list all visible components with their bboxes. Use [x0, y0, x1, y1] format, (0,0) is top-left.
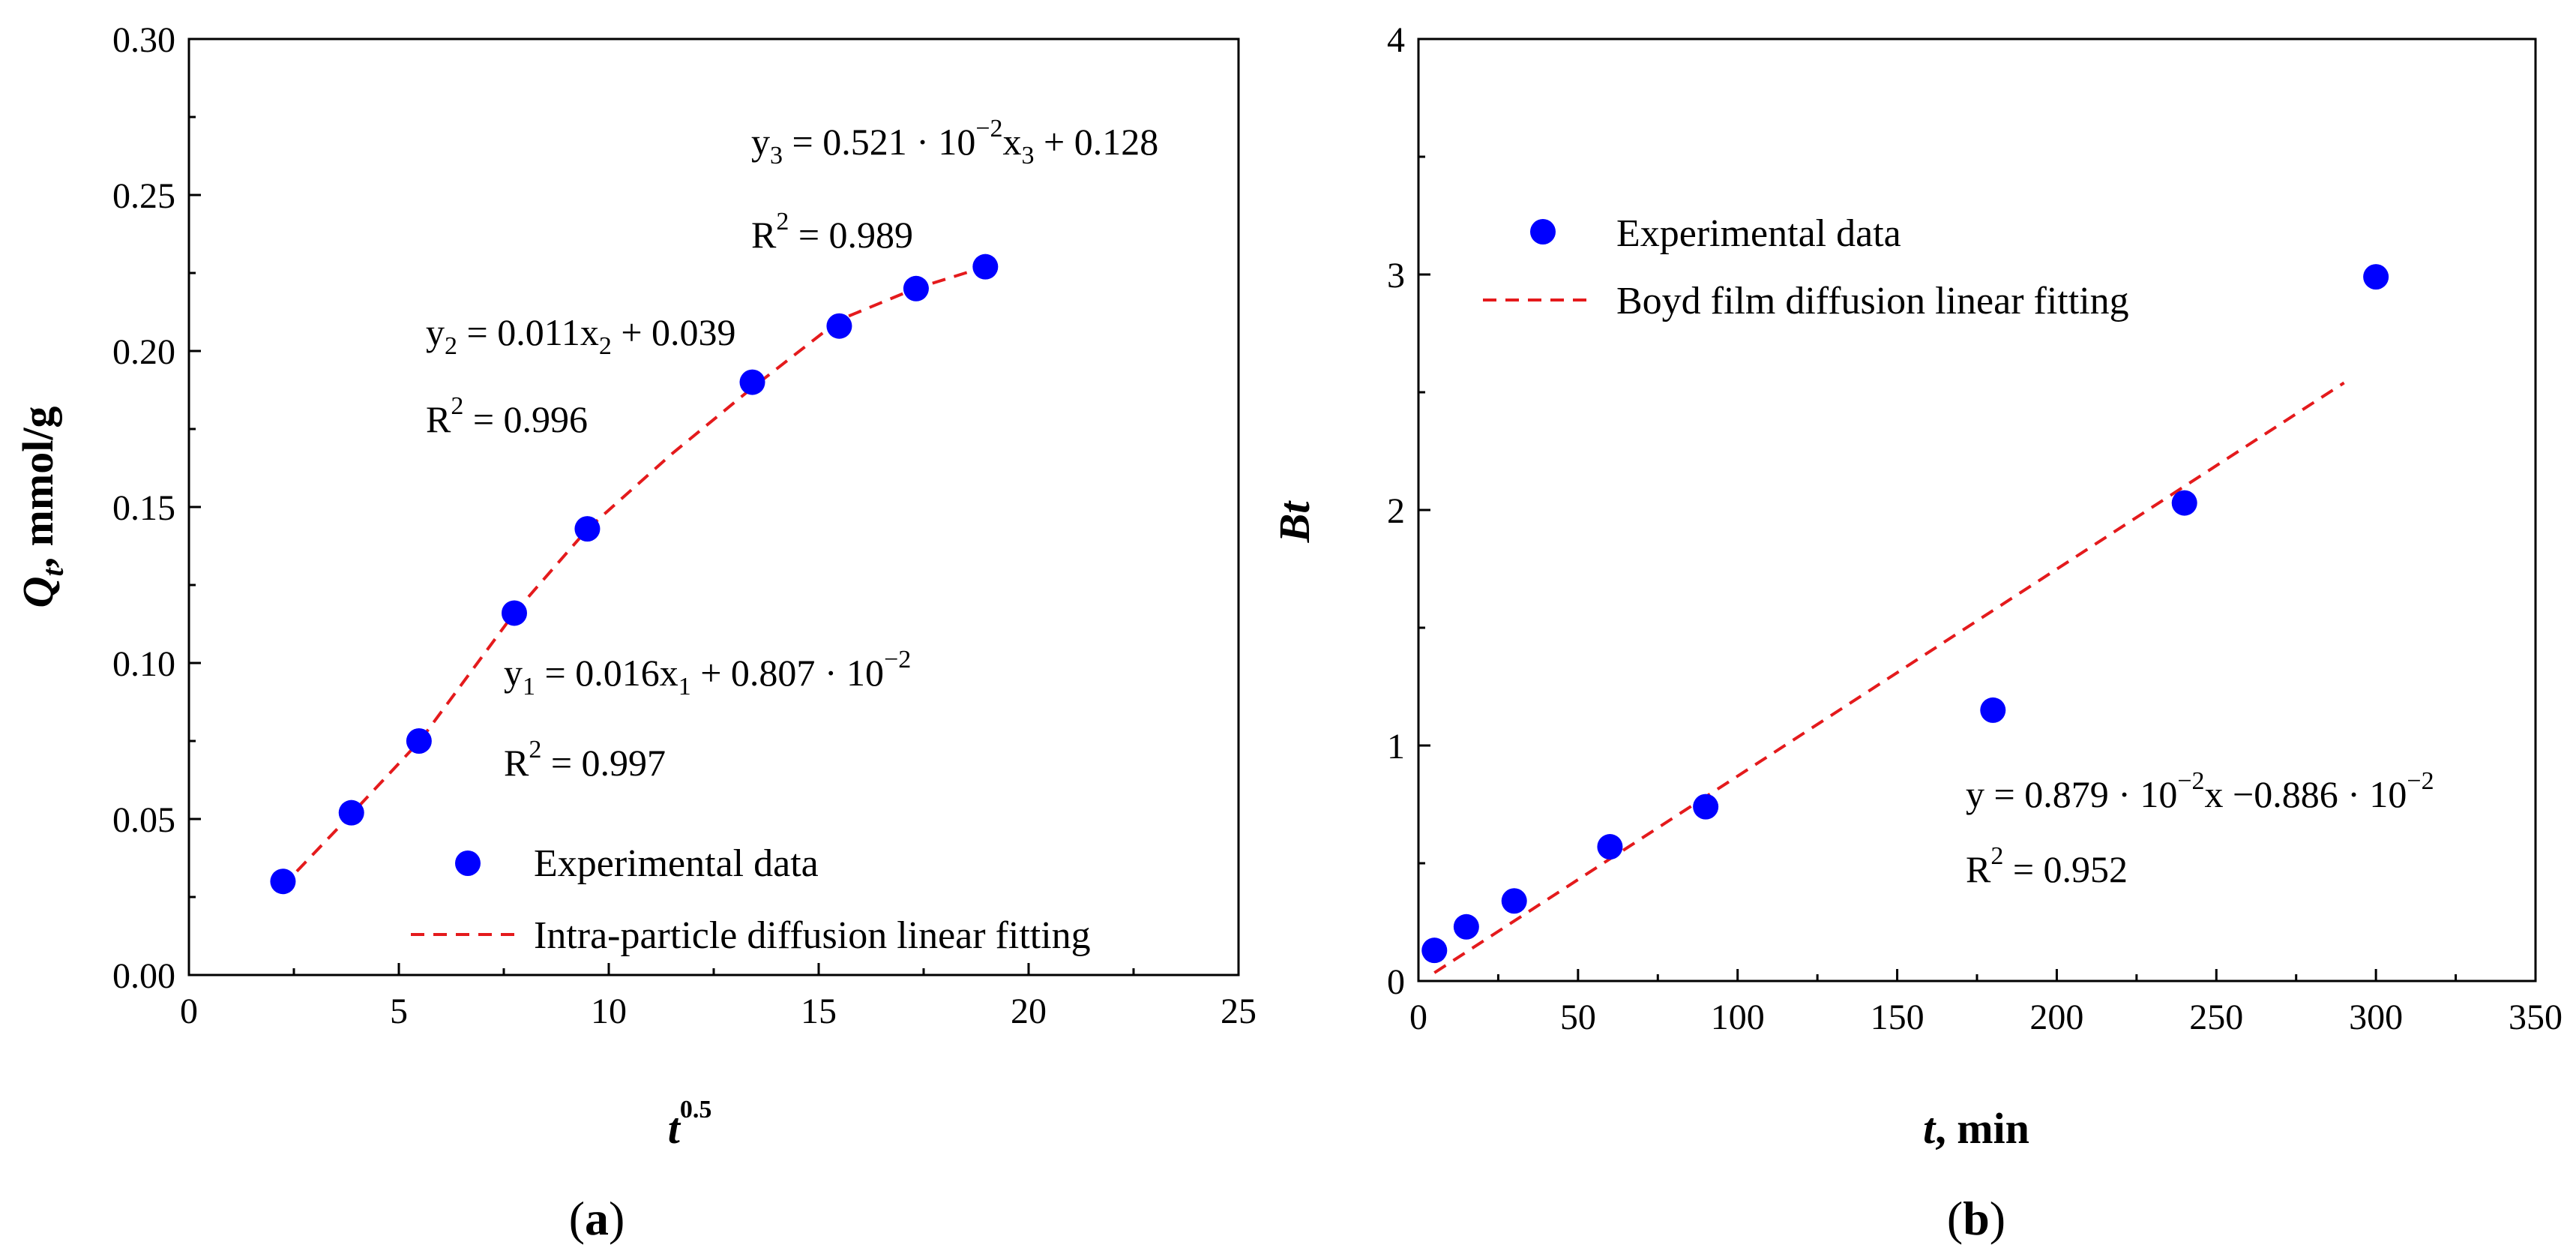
- panel-a-legend-line-label: Intra-particle diffusion linear fitting: [534, 914, 1091, 957]
- panel-a-data-point: [972, 254, 999, 280]
- panel-a-r2-3: R2 = 0.989: [751, 208, 913, 256]
- panel-b-y-tick-label: 0: [1387, 962, 1405, 1002]
- panel-a-y-axis-title: Qt, mmol/g: [13, 406, 70, 608]
- panel-b-caption: (b): [1947, 1192, 2005, 1245]
- panel-a-equation-1: y1 = 0.016x1 + 0.807 · 10−2: [504, 646, 911, 700]
- panel-a-y-tick-label: 0.25: [112, 176, 175, 216]
- panel-b-x-tick-label: 50: [1560, 998, 1596, 1037]
- panel-b-r2: R2 = 0.952: [1966, 842, 2128, 890]
- panel-a-caption: (a): [569, 1192, 625, 1245]
- panel-b-experimental-series: [1421, 264, 2389, 964]
- panel-b-data-point: [2363, 264, 2389, 290]
- panel-a-y-tick-label: 0.10: [112, 644, 175, 684]
- panel-a-fit-series: [280, 265, 986, 889]
- panel-b-x-tick-label: 100: [1711, 998, 1765, 1037]
- panel-b-data-point: [2171, 490, 2197, 516]
- panel-b-x-tick-label: 150: [1871, 998, 1925, 1037]
- panel-b-data-point: [1453, 914, 1479, 940]
- panel-a-data-point: [574, 516, 601, 542]
- panel-b-legend-scatter-label: Experimental data: [1616, 212, 1901, 255]
- panel-a-data-point: [406, 728, 432, 754]
- panel-a-legend-marker: [455, 850, 481, 876]
- panel-b-y-tick-label: 4: [1387, 20, 1405, 60]
- panel-b-x-axis-title: t, min: [1923, 1104, 2029, 1153]
- panel-a-equation-3: y3 = 0.521 · 10−2x3 + 0.128: [751, 115, 1158, 170]
- panel-a-fit-line: [280, 265, 986, 889]
- panel-b-data-point: [1597, 834, 1623, 860]
- panel-b-legend-marker: [1530, 219, 1556, 244]
- panel-b-x-tick-label: 350: [2509, 998, 2563, 1037]
- panel-a-x-tick-label: 20: [1011, 992, 1047, 1031]
- panel-b-data-point: [1980, 697, 2006, 723]
- panel-a-y-tick-label: 0.30: [112, 20, 175, 60]
- panel-b-data-point: [1501, 888, 1527, 914]
- panel-a-equation-2: y2 = 0.011x2 + 0.039: [426, 311, 736, 360]
- panel-b-x-tick-label: 300: [2349, 998, 2403, 1037]
- panel-b-y-tick-label: 2: [1387, 491, 1405, 531]
- panel-b-x-tick-label: 250: [2189, 998, 2243, 1037]
- panel-a-x-tick-label: 5: [390, 992, 408, 1031]
- panel-b-fit-line: [1433, 381, 2345, 974]
- panel-a-legend-scatter-label: Experimental data: [534, 842, 819, 885]
- panel-a-y-tick-label: 0.05: [112, 800, 175, 840]
- panel-a-x-tick-label: 10: [591, 992, 627, 1031]
- panel-b: 0 50 100 150 200 250 300 350 0 1 2 3 4 Bt t, min Exp…: [1270, 20, 2563, 1153]
- panel-a-x-tick-label: 25: [1221, 992, 1257, 1031]
- panel-b-plot-frame: [1417, 38, 2537, 982]
- panel-a-legend: Experimental data Intra-particle diffusi…: [411, 842, 1091, 957]
- panel-a-ticks: 0 5 10 15 20 25 0.00 0.05 0.10 0.15 0.20 0.25 0.30: [112, 20, 1257, 1031]
- panel-a-data-point: [826, 313, 852, 339]
- panel-a-data-point: [338, 800, 364, 826]
- panel-b-y-axis-title: Bt: [1270, 500, 1319, 544]
- panel-a-experimental-series: [270, 254, 999, 895]
- panel-a-x-tick-label: 15: [801, 992, 837, 1031]
- panel-b-y-tick-label: 1: [1387, 727, 1405, 766]
- panel-b-legend-line-label: Boyd film diffusion linear fitting: [1616, 280, 2129, 322]
- panel-b-equation: y = 0.879 · 10−2x −0.886 · 10−2: [1966, 767, 2434, 815]
- panel-b-legend: Experimental data Boyd film diffusion li…: [1483, 212, 2129, 322]
- panel-b-x-tick-label: 0: [1409, 998, 1427, 1037]
- panel-a-r2-1: R2 = 0.997: [504, 736, 666, 784]
- panel-b-y-tick-label: 3: [1387, 256, 1405, 296]
- panel-a-y-tick-label: 0.20: [112, 332, 175, 372]
- panel-b-fit-series: [1433, 381, 2345, 974]
- panel-a-x-axis-title: t0.5: [668, 1096, 712, 1153]
- panel-b-x-tick-label: 200: [2029, 998, 2083, 1037]
- panel-b-ticks: 0 50 100 150 200 250 300 350 0 1 2 3 4: [1387, 20, 2563, 1037]
- panel-a-data-point: [270, 868, 296, 895]
- panel-b-data-point: [1693, 794, 1719, 820]
- panel-a-data-point: [502, 600, 527, 626]
- panel-a-y-tick-label: 0.00: [112, 956, 175, 996]
- panel-a-data-point: [739, 369, 765, 395]
- panel-a-r2-2: R2 = 0.996: [426, 392, 588, 440]
- panel-a-plot-frame: [187, 38, 1240, 976]
- panel-b-data-point: [1421, 938, 1448, 964]
- panel-a-data-point: [903, 275, 929, 302]
- panel-a-x-tick-label: 0: [180, 992, 198, 1031]
- panel-a: 0 5 10 15 20 25 0.00 0.05 0.10 0.15 0.20 0.25 0.30 Q…: [13, 20, 1257, 1153]
- panel-a-y-tick-label: 0.15: [112, 488, 175, 528]
